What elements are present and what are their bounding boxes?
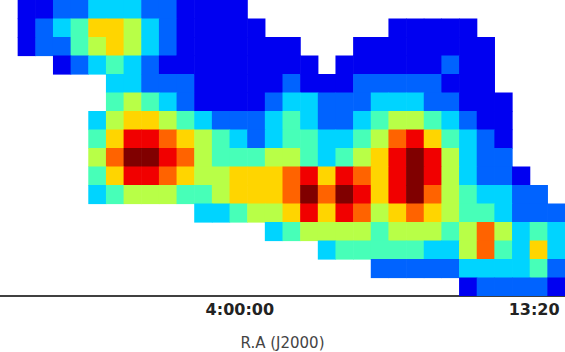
svg-text:4:00:00: 4:00:00 bbox=[206, 300, 274, 319]
svg-text:13:20: 13:20 bbox=[509, 300, 560, 319]
svg-text:R.A (J2000): R.A (J2000) bbox=[241, 334, 325, 352]
